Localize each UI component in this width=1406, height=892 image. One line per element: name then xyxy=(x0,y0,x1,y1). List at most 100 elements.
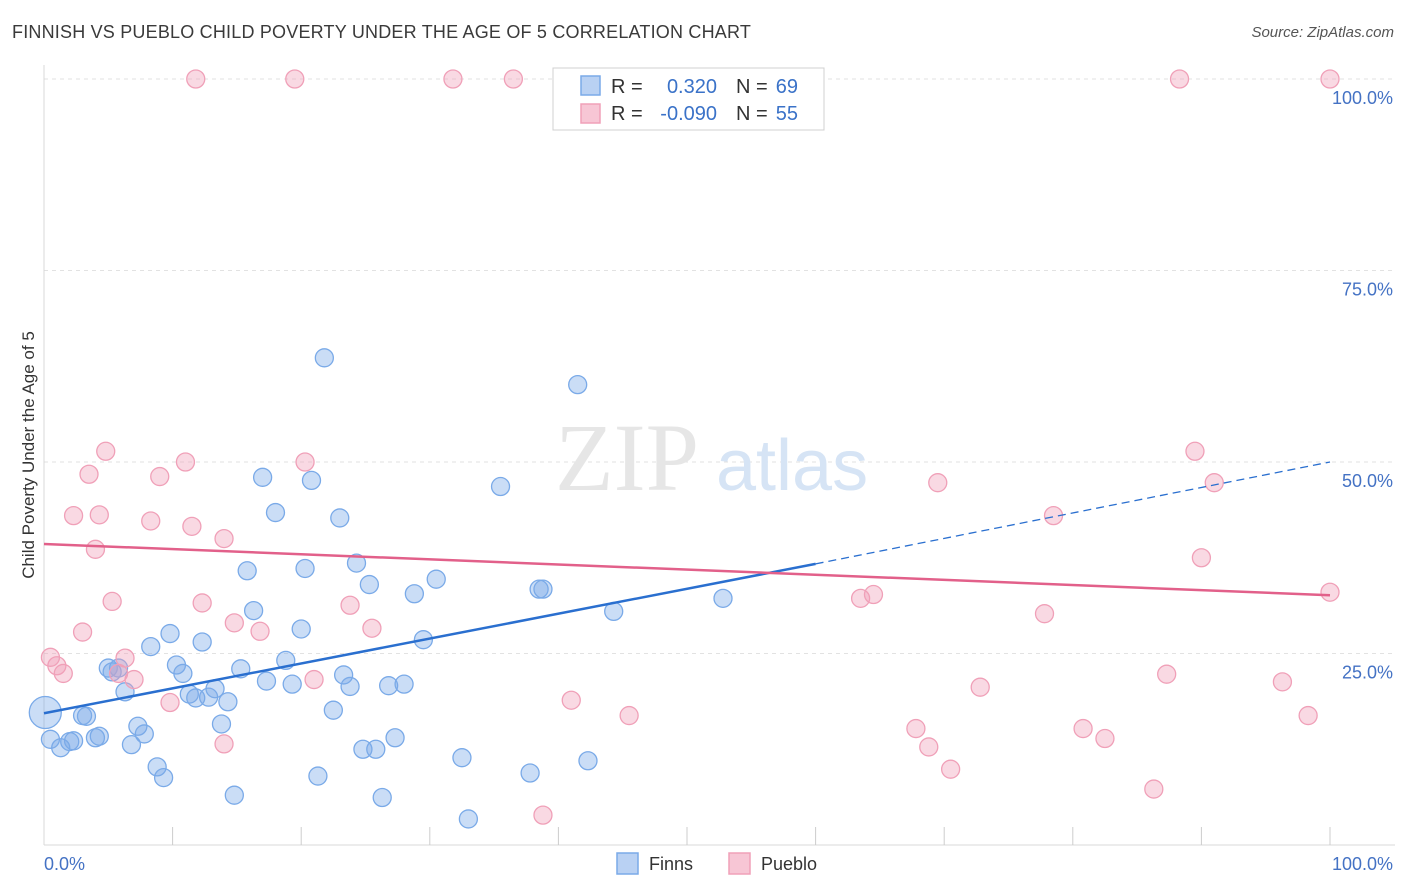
point-finns xyxy=(141,636,161,657)
point-pueblo xyxy=(340,595,360,615)
point-pueblo xyxy=(561,690,581,710)
point-pueblo xyxy=(970,677,990,697)
point-finns xyxy=(458,809,479,829)
point-finns xyxy=(256,671,277,691)
series-legend: Finns Pueblo xyxy=(616,852,817,875)
point-pueblo xyxy=(863,584,884,605)
point-finns xyxy=(314,348,334,368)
point-finns xyxy=(76,706,97,726)
point-finns xyxy=(385,728,405,748)
point-pueblo xyxy=(192,593,212,613)
point-pueblo xyxy=(619,705,639,726)
stats-legend-n-label-pueblo: N = xyxy=(736,103,768,125)
point-finns xyxy=(192,632,212,652)
point-pueblo xyxy=(150,466,170,487)
point-finns xyxy=(218,692,238,712)
point-pueblo xyxy=(72,622,93,642)
point-pueblo xyxy=(186,69,206,89)
point-pueblo xyxy=(1191,548,1212,568)
series-legend-swatch-pueblo xyxy=(728,852,751,875)
point-finns xyxy=(340,676,360,697)
point-pueblo xyxy=(1298,705,1318,726)
point-finns xyxy=(63,731,84,751)
y-tick-label: 50.0% xyxy=(1342,471,1393,491)
point-finns xyxy=(372,787,392,808)
point-pueblo xyxy=(362,618,382,638)
stats-legend: R = 0.320 N = 69 R = -0.090 N = 55 xyxy=(552,67,825,131)
point-pueblo xyxy=(1204,473,1224,493)
point-finns xyxy=(346,553,367,573)
point-pueblo xyxy=(1073,718,1093,739)
point-finns xyxy=(301,470,322,491)
point-finns xyxy=(394,674,414,694)
x-tick-marks xyxy=(172,827,1331,845)
stats-legend-r-label-pueblo: R = xyxy=(611,103,643,125)
point-pueblo xyxy=(79,464,99,484)
stats-legend-r-label-finns: R = xyxy=(611,76,643,98)
point-pueblo xyxy=(47,656,67,676)
stats-legend-n-value-finns: 69 xyxy=(776,76,798,98)
point-finns xyxy=(366,739,386,759)
point-pueblo xyxy=(928,473,948,493)
point-pueblo xyxy=(295,452,315,472)
point-pueblo xyxy=(906,718,926,739)
point-pueblo xyxy=(63,505,84,526)
point-finns xyxy=(330,508,350,528)
point-pueblo xyxy=(160,692,180,713)
point-pueblo xyxy=(102,591,122,612)
point-pueblo xyxy=(85,539,106,559)
points-layer xyxy=(28,69,1340,829)
point-finns xyxy=(533,579,553,599)
point-finns xyxy=(147,757,167,777)
point-finns xyxy=(121,735,142,755)
trend-line-pueblo xyxy=(43,542,1331,597)
point-pueblo xyxy=(919,737,939,757)
point-finns xyxy=(108,658,129,678)
point-pueblo xyxy=(1272,672,1293,692)
point-pueblo xyxy=(214,734,234,754)
point-pueblo xyxy=(224,613,244,633)
point-pueblo xyxy=(124,669,144,690)
point-finns xyxy=(237,561,257,581)
point-pueblo xyxy=(1320,69,1340,89)
point-pueblo xyxy=(1095,728,1115,749)
y-tick-label: 75.0% xyxy=(1342,280,1393,300)
y-axis-label: Child Poverty Under the Age of 5 xyxy=(19,331,38,579)
point-finns xyxy=(426,569,446,589)
point-pueblo xyxy=(1185,441,1205,461)
point-finns xyxy=(452,748,472,768)
point-pueblo xyxy=(1320,582,1340,602)
point-finns xyxy=(333,665,354,685)
series-legend-label-finns: Finns xyxy=(649,854,693,874)
stats-legend-n-value-pueblo: 55 xyxy=(776,103,798,125)
point-pueblo xyxy=(940,759,961,779)
chart-source: Source: ZipAtlas.com xyxy=(1251,24,1394,41)
point-pueblo xyxy=(214,528,234,549)
stats-legend-swatch-finns xyxy=(580,75,601,96)
point-finns xyxy=(224,785,244,805)
y-tick-label: 100.0% xyxy=(1332,88,1393,108)
point-pueblo xyxy=(96,441,116,461)
point-pueblo xyxy=(285,69,305,89)
trend-line-extension-finns xyxy=(815,461,1331,565)
point-pueblo xyxy=(89,505,109,525)
point-finns xyxy=(490,476,511,497)
series-legend-swatch-finns xyxy=(616,852,639,875)
point-pueblo xyxy=(175,452,196,472)
point-finns xyxy=(243,600,264,621)
series-legend-label-pueblo: Pueblo xyxy=(761,854,817,874)
point-finns xyxy=(128,716,148,736)
x-tick-label-min: 0.0% xyxy=(44,854,85,874)
point-finns xyxy=(134,724,154,744)
point-pueblo xyxy=(1144,779,1164,799)
trend-line-finns xyxy=(43,562,816,715)
stats-legend-swatch-pueblo xyxy=(580,103,601,124)
point-pueblo xyxy=(503,69,524,89)
y-tick-label: 25.0% xyxy=(1342,663,1393,683)
point-pueblo xyxy=(182,516,202,536)
point-finns xyxy=(713,588,733,608)
point-pueblo xyxy=(141,511,161,531)
watermark-atlas: atlas xyxy=(716,426,868,506)
point-finns xyxy=(291,619,311,639)
